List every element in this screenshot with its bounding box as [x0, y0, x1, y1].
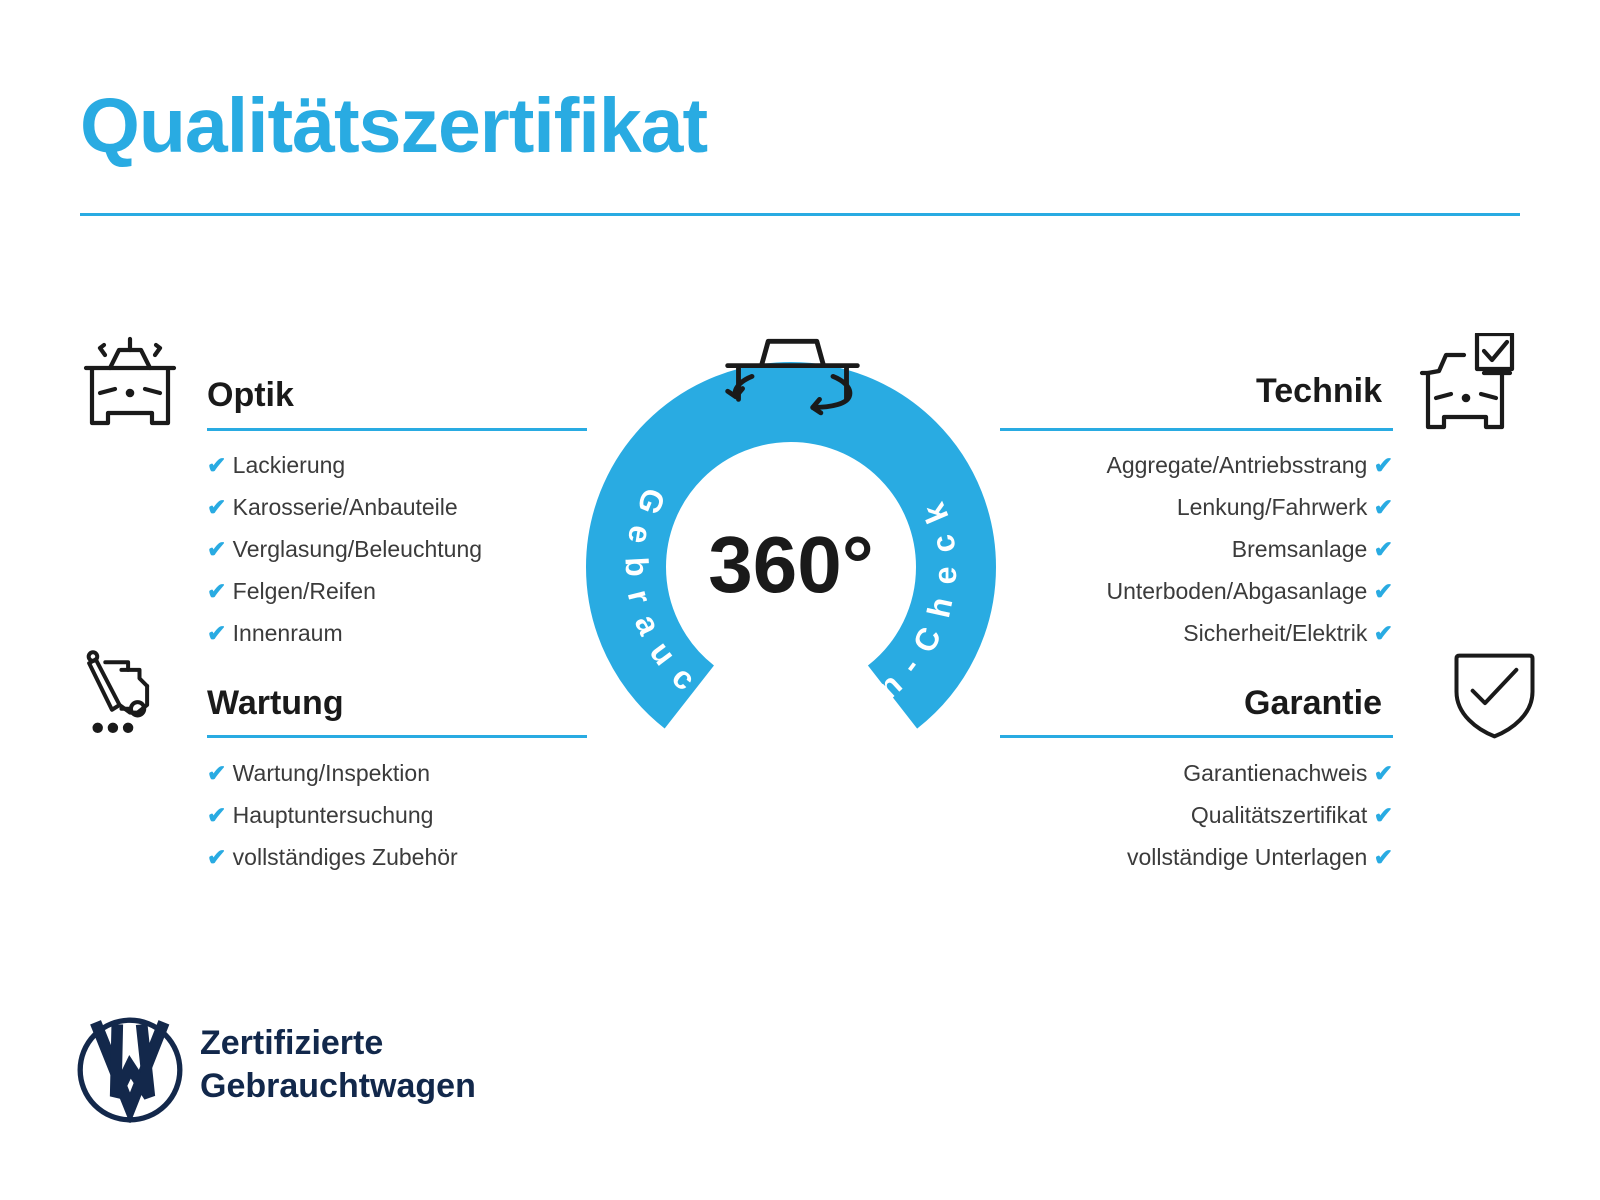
svg-text:360°: 360°	[708, 520, 873, 609]
